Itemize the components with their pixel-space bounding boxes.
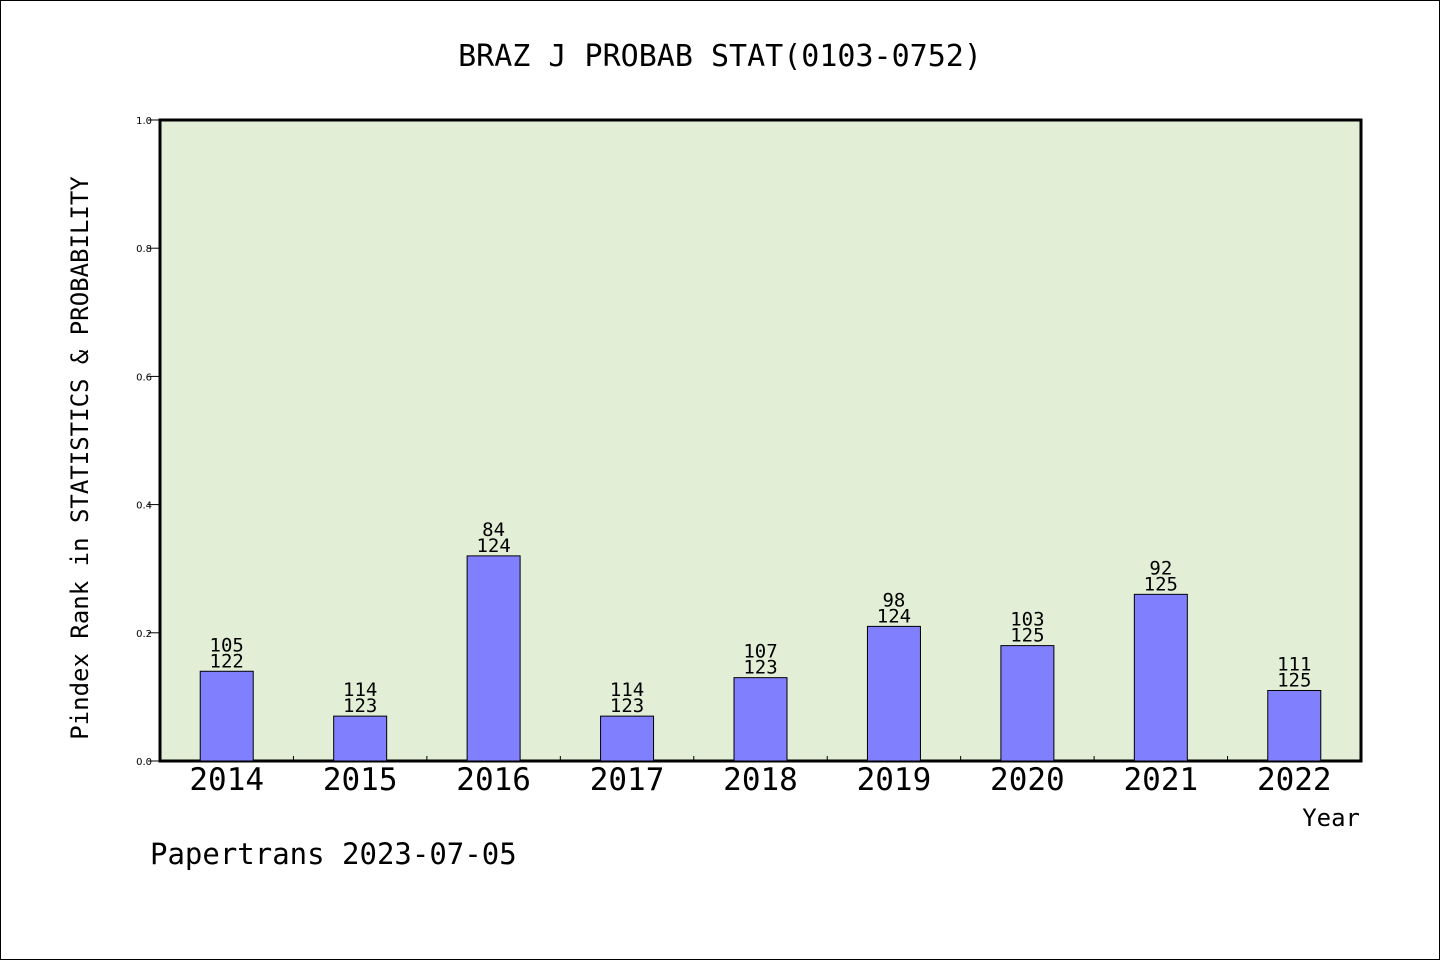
- bar-rank-label: 114: [610, 679, 644, 701]
- bar-total-label: 123: [743, 657, 777, 679]
- x-axis: 2014 2015 2016 2017 2018 2019 2020 2021 2022: [189, 756, 1332, 798]
- footer-text: Papertrans 2023-07-05: [150, 837, 517, 871]
- x-tick-label: 2016: [456, 762, 531, 798]
- x-tick-label: 2019: [857, 762, 932, 798]
- y-tick-label: 0.4: [136, 501, 152, 512]
- bar-total-label: 123: [610, 695, 644, 717]
- bar-total-label: 124: [877, 605, 911, 627]
- bar-rank-label: 103: [1010, 609, 1044, 631]
- bar: [1133, 593, 1188, 762]
- x-tick-label: 2015: [323, 762, 398, 798]
- bar-rank-label: 107: [743, 641, 777, 663]
- bar-series: [199, 555, 1322, 762]
- x-axis-label: Year: [1302, 804, 1360, 832]
- bar-rank-label: 84: [482, 519, 505, 541]
- bar-rank-label: 98: [882, 589, 905, 611]
- bar-rank-label: 105: [210, 634, 244, 656]
- y-tick-label: 0.6: [136, 372, 152, 383]
- bar-rank-label: 114: [343, 679, 377, 701]
- bar: [333, 715, 388, 762]
- bar: [1000, 645, 1055, 762]
- bar-total-label: 122: [210, 650, 244, 672]
- bar: [199, 670, 254, 762]
- bar: [866, 625, 921, 762]
- x-tick-label: 2018: [723, 762, 798, 798]
- bar: [466, 555, 521, 762]
- bar: [1267, 689, 1322, 762]
- bar-total-label: 125: [1010, 625, 1044, 647]
- y-tick-label: 0.0: [136, 757, 152, 768]
- x-tick-label: 2021: [1124, 762, 1199, 798]
- y-tick-label: 0.8: [136, 244, 152, 255]
- x-tick-label: 2020: [990, 762, 1065, 798]
- x-tick-label: 2014: [189, 762, 264, 798]
- y-axis: 0.0 0.2 0.4 0.6 0.8 1.0: [136, 116, 160, 768]
- bar-rank-label: 92: [1149, 557, 1172, 579]
- bar-total-label: 125: [1277, 669, 1311, 691]
- bar-total-label: 124: [476, 535, 510, 557]
- y-tick-label: 1.0: [136, 116, 152, 127]
- x-tick-label: 2017: [590, 762, 665, 798]
- bar-rank-label: 111: [1277, 653, 1311, 675]
- chart-title: BRAZ J PROBAB STAT(0103-0752): [458, 39, 982, 74]
- y-tick-label: 0.2: [136, 629, 152, 640]
- y-axis-label: Pindex Rank in STATISTICS & PROBABILITY: [66, 176, 94, 740]
- x-tick-label: 2022: [1257, 762, 1332, 798]
- bar-total-label: 125: [1144, 573, 1178, 595]
- bar: [600, 715, 655, 762]
- bar-total-label: 123: [343, 695, 377, 717]
- bar: [733, 677, 788, 762]
